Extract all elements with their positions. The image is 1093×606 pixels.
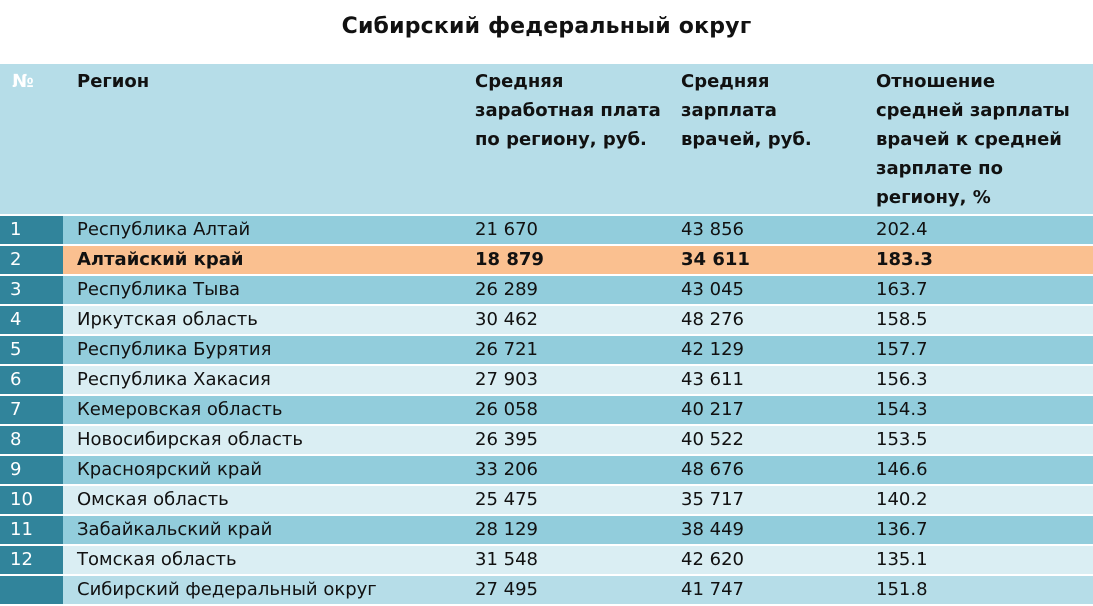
row-region: Республика Тыва bbox=[63, 275, 461, 306]
header-doctor-salary: Средняя зарплата врачей, руб. bbox=[667, 64, 862, 216]
row-num: 2 bbox=[0, 245, 63, 276]
row-doctor-salary: 35 717 bbox=[667, 485, 862, 516]
row-num: 7 bbox=[0, 395, 63, 426]
row-region: Алтайский край bbox=[63, 245, 461, 276]
row-ratio: 202.4 bbox=[862, 215, 1093, 246]
row-ratio: 136.7 bbox=[862, 515, 1093, 546]
header-row: № Регион Средняя заработная плата по рег… bbox=[0, 64, 1093, 216]
row-ratio: 154.3 bbox=[862, 395, 1093, 426]
row-num: 1 bbox=[0, 215, 63, 246]
row-ratio: 135.1 bbox=[862, 545, 1093, 576]
header-avg-salary: Средняя заработная плата по региону, руб… bbox=[461, 64, 667, 216]
table-row: 12 Томская область 31 548 42 620 135.1 bbox=[0, 545, 1093, 576]
row-ratio: 157.7 bbox=[862, 335, 1093, 366]
row-avg-salary: 27 903 bbox=[461, 365, 667, 396]
table-row: 4 Иркутская область 30 462 48 276 158.5 bbox=[0, 305, 1093, 336]
row-avg-salary: 30 462 bbox=[461, 305, 667, 336]
row-num: 3 bbox=[0, 275, 63, 306]
table-row: 11 Забайкальский край 28 129 38 449 136.… bbox=[0, 515, 1093, 546]
row-ratio: 158.5 bbox=[862, 305, 1093, 336]
row-region: Омская область bbox=[63, 485, 461, 516]
row-avg-salary: 26 058 bbox=[461, 395, 667, 426]
row-region: Республика Алтай bbox=[63, 215, 461, 246]
row-region: Республика Бурятия bbox=[63, 335, 461, 366]
table-row-total: Сибирский федеральный округ 27 495 41 74… bbox=[0, 575, 1093, 606]
row-region: Красноярский край bbox=[63, 455, 461, 486]
row-region: Республика Хакасия bbox=[63, 365, 461, 396]
row-doctor-salary: 40 522 bbox=[667, 425, 862, 456]
row-avg-salary: 31 548 bbox=[461, 545, 667, 576]
row-num: 11 bbox=[0, 515, 63, 546]
row-avg-salary: 26 395 bbox=[461, 425, 667, 456]
row-doctor-salary: 42 129 bbox=[667, 335, 862, 366]
row-doctor-salary: 38 449 bbox=[667, 515, 862, 546]
row-avg-salary: 33 206 bbox=[461, 455, 667, 486]
row-avg-salary: 26 289 bbox=[461, 275, 667, 306]
row-avg-salary: 26 721 bbox=[461, 335, 667, 366]
row-doctor-salary: 43 611 bbox=[667, 365, 862, 396]
row-ratio: 163.7 bbox=[862, 275, 1093, 306]
row-ratio: 146.6 bbox=[862, 455, 1093, 486]
row-num: 12 bbox=[0, 545, 63, 576]
table-row: 10 Омская область 25 475 35 717 140.2 bbox=[0, 485, 1093, 516]
row-doctor-salary: 40 217 bbox=[667, 395, 862, 426]
total-doctor-salary: 41 747 bbox=[667, 575, 862, 606]
total-num bbox=[0, 575, 63, 606]
row-doctor-salary: 43 045 bbox=[667, 275, 862, 306]
total-avg-salary: 27 495 bbox=[461, 575, 667, 606]
row-region: Новосибирская область bbox=[63, 425, 461, 456]
row-num: 5 bbox=[0, 335, 63, 366]
row-num: 10 bbox=[0, 485, 63, 516]
row-avg-salary: 18 879 bbox=[461, 245, 667, 276]
page-title: Сибирский федеральный округ bbox=[341, 14, 752, 39]
table-row: 1 Республика Алтай 21 670 43 856 202.4 bbox=[0, 215, 1093, 246]
row-num: 9 bbox=[0, 455, 63, 486]
row-doctor-salary: 34 611 bbox=[667, 245, 862, 276]
row-region: Забайкальский край bbox=[63, 515, 461, 546]
row-region: Кемеровская область bbox=[63, 395, 461, 426]
salary-table: № Регион Средняя заработная плата по рег… bbox=[0, 64, 1093, 606]
header-ratio: Отношение средней зарплаты врачей к сред… bbox=[862, 64, 1093, 216]
row-num: 8 bbox=[0, 425, 63, 456]
total-region: Сибирский федеральный округ bbox=[63, 575, 461, 606]
row-region: Томская область bbox=[63, 545, 461, 576]
row-doctor-salary: 48 276 bbox=[667, 305, 862, 336]
row-doctor-salary: 42 620 bbox=[667, 545, 862, 576]
table-row: 9 Красноярский край 33 206 48 676 146.6 bbox=[0, 455, 1093, 486]
row-ratio: 156.3 bbox=[862, 365, 1093, 396]
table-row: 8 Новосибирская область 26 395 40 522 15… bbox=[0, 425, 1093, 456]
row-region: Иркутская область bbox=[63, 305, 461, 336]
table-row: 3 Республика Тыва 26 289 43 045 163.7 bbox=[0, 275, 1093, 306]
row-avg-salary: 28 129 bbox=[461, 515, 667, 546]
row-ratio: 140.2 bbox=[862, 485, 1093, 516]
row-doctor-salary: 48 676 bbox=[667, 455, 862, 486]
header-num: № bbox=[0, 64, 63, 216]
table-row: 7 Кемеровская область 26 058 40 217 154.… bbox=[0, 395, 1093, 426]
table-row: 6 Республика Хакасия 27 903 43 611 156.3 bbox=[0, 365, 1093, 396]
row-avg-salary: 21 670 bbox=[461, 215, 667, 246]
table-row: 5 Республика Бурятия 26 721 42 129 157.7 bbox=[0, 335, 1093, 366]
row-ratio: 183.3 bbox=[862, 245, 1093, 276]
table-row-highlighted: 2 Алтайский край 18 879 34 611 183.3 bbox=[0, 245, 1093, 276]
header-region: Регион bbox=[63, 64, 461, 216]
row-doctor-salary: 43 856 bbox=[667, 215, 862, 246]
total-ratio: 151.8 bbox=[862, 575, 1093, 606]
row-num: 6 bbox=[0, 365, 63, 396]
row-ratio: 153.5 bbox=[862, 425, 1093, 456]
row-avg-salary: 25 475 bbox=[461, 485, 667, 516]
row-num: 4 bbox=[0, 305, 63, 336]
